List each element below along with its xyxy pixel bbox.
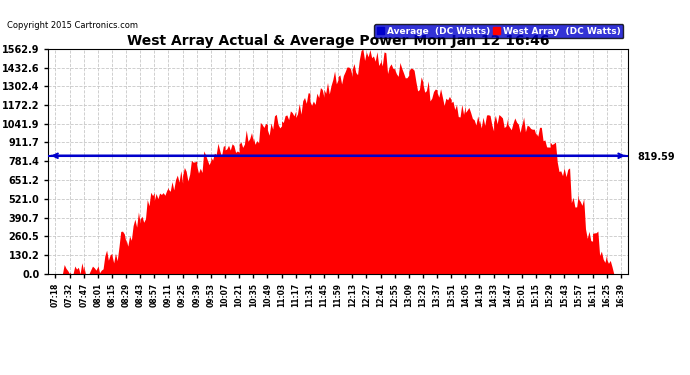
Title: West Array Actual & Average Power Mon Jan 12 16:46: West Array Actual & Average Power Mon Ja… — [127, 34, 549, 48]
Legend: Average  (DC Watts), West Array  (DC Watts): Average (DC Watts), West Array (DC Watts… — [375, 24, 623, 38]
Text: Copyright 2015 Cartronics.com: Copyright 2015 Cartronics.com — [7, 21, 138, 30]
